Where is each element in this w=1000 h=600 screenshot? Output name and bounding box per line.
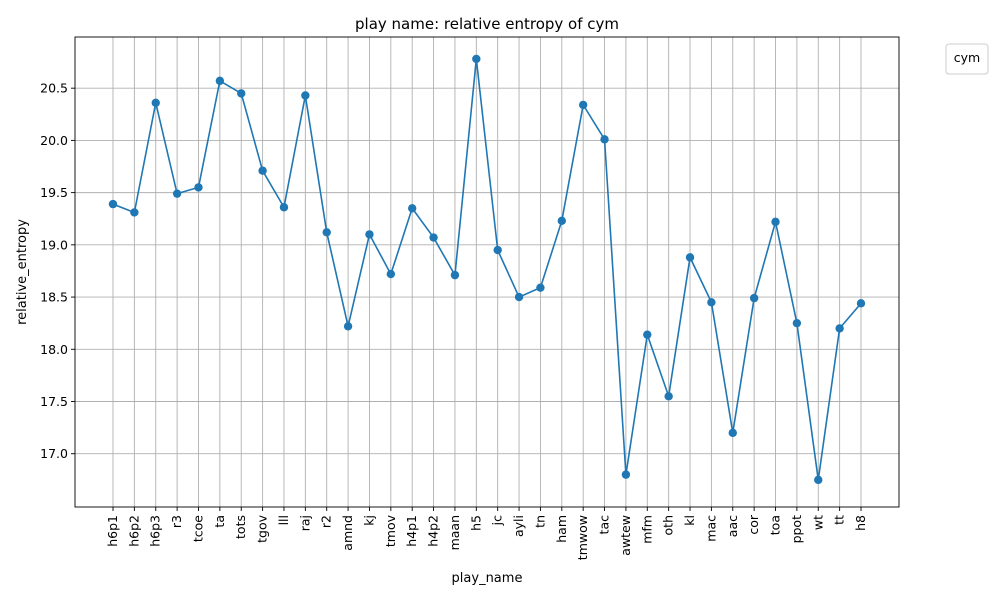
data-point xyxy=(643,330,652,339)
data-point xyxy=(600,135,609,144)
x-tick-label: mac xyxy=(703,515,718,542)
data-point xyxy=(429,233,438,242)
x-tick-label: ppot xyxy=(789,515,804,544)
x-tick-label: h6p3 xyxy=(148,515,163,547)
x-tick-label: tmov xyxy=(383,514,398,547)
legend: cym xyxy=(945,43,989,75)
x-tick-label: ayli xyxy=(511,515,526,537)
x-tick-label: kl xyxy=(682,515,697,526)
x-tick-label: amnd xyxy=(340,515,355,551)
data-point xyxy=(194,183,203,192)
data-point xyxy=(578,100,588,110)
data-point xyxy=(814,475,823,485)
data-point xyxy=(664,392,673,401)
x-tick-label: h4p2 xyxy=(426,515,441,547)
data-point xyxy=(493,245,502,255)
x-tick-label: toa xyxy=(768,515,783,535)
y-tick-label: 17.0 xyxy=(40,446,68,461)
data-point xyxy=(621,470,631,479)
data-point xyxy=(536,283,545,292)
grid xyxy=(75,37,899,507)
x-axis: h6p1 h6p2 h6p3 r3 tcoe ta tots tgov lll raj r2 amnd… xyxy=(105,507,868,560)
x-tick-label: h6p1 xyxy=(105,515,120,547)
data-point xyxy=(215,76,225,86)
x-tick-label: wt xyxy=(810,515,825,530)
x-tick-label: h5 xyxy=(468,515,483,531)
data-point xyxy=(408,204,417,213)
x-tick-label: tcoe xyxy=(190,515,205,542)
series-line xyxy=(112,58,862,480)
x-tick-label: h6p2 xyxy=(126,515,141,547)
data-point xyxy=(728,428,737,438)
data-point xyxy=(301,91,310,100)
x-tick-label: cor xyxy=(746,514,761,535)
x-tick-label: aac xyxy=(725,515,740,537)
data-point xyxy=(172,189,182,198)
x-tick-label: h8 xyxy=(853,515,868,531)
x-tick-label: raj xyxy=(297,515,312,531)
x-tick-label: h4p1 xyxy=(404,515,419,547)
x-axis-label: play_name xyxy=(452,571,523,586)
y-axis-label: relative_entropy xyxy=(15,219,30,325)
data-point xyxy=(322,228,331,237)
data-point xyxy=(707,298,716,307)
x-tick-label: tac xyxy=(597,515,612,535)
y-axis: 17.0 17.5 18.0 18.5 19.0 19.5 20.0 20.5 xyxy=(40,81,75,461)
data-point xyxy=(343,322,353,331)
y-tick-label: 18.5 xyxy=(40,290,68,305)
y-tick-label: 20.0 xyxy=(40,133,68,148)
data-point xyxy=(685,253,695,262)
y-tick-label: 18.0 xyxy=(40,342,68,357)
x-tick-label: tmwow xyxy=(575,515,590,560)
x-tick-label: maan xyxy=(447,515,462,550)
x-tick-label: r3 xyxy=(169,515,184,528)
data-point xyxy=(365,230,374,239)
series-layer xyxy=(108,54,866,485)
data-point xyxy=(835,324,844,333)
x-tick-label: kj xyxy=(361,515,376,526)
data-point xyxy=(279,203,289,212)
y-tick-label: 19.5 xyxy=(40,185,68,200)
x-tick-label: tn xyxy=(532,515,547,528)
x-tick-label: mfm xyxy=(639,515,654,544)
x-tick-label: tgov xyxy=(255,514,270,542)
data-point xyxy=(557,216,566,226)
x-tick-label: tots xyxy=(233,515,248,539)
data-point xyxy=(237,89,246,98)
y-tick-label: 19.0 xyxy=(40,237,68,252)
data-point xyxy=(151,98,160,108)
x-tick-label: oth xyxy=(661,515,676,535)
data-point xyxy=(108,199,118,209)
data-point xyxy=(514,292,524,302)
x-tick-label: ta xyxy=(212,515,227,528)
plot-frame xyxy=(74,36,900,508)
data-point xyxy=(771,217,780,227)
y-tick-label: 20.5 xyxy=(40,81,68,96)
data-point xyxy=(386,269,396,279)
x-tick-label: ham xyxy=(554,515,569,543)
legend-title: cym xyxy=(954,50,980,65)
data-point xyxy=(792,318,802,328)
x-tick-label: r2 xyxy=(319,515,334,528)
x-tick-label: awtew xyxy=(618,515,633,556)
legend-box xyxy=(945,43,989,75)
data-point xyxy=(450,270,460,280)
data-point xyxy=(258,166,267,175)
x-tick-label: tt xyxy=(832,515,847,525)
x-tick-label: lll xyxy=(276,515,291,525)
chart-title: play name: relative entropy of cym xyxy=(355,15,619,33)
data-point xyxy=(472,54,481,64)
data-point xyxy=(856,299,866,308)
data-point xyxy=(749,293,759,303)
x-tick-label: jc xyxy=(490,515,505,526)
y-tick-label: 17.5 xyxy=(40,394,68,409)
data-point xyxy=(130,208,139,217)
